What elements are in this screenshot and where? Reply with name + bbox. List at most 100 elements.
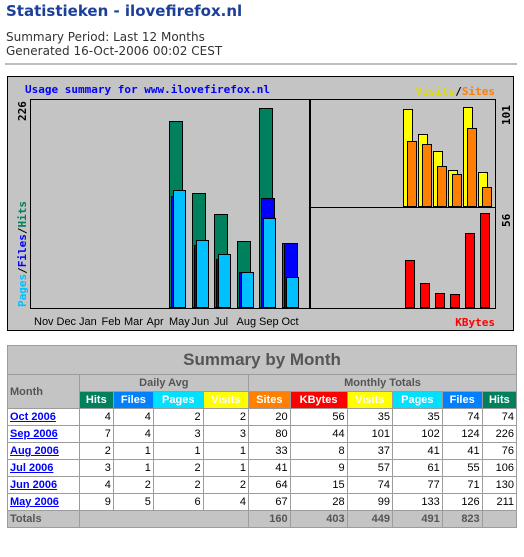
summary-period: Summary Period: Last 12 Months xyxy=(6,30,205,44)
month-tick-label: Jun xyxy=(191,316,210,328)
monthly-cell: 35 xyxy=(391,408,443,426)
monthly-cell: 80 xyxy=(248,425,291,443)
table-row: Jul 2006 3 1 2 1 41 9 57 61 55 106 xyxy=(7,459,518,477)
daily-cell: 2 xyxy=(78,442,114,460)
total-sites: 160 xyxy=(248,510,291,528)
monthly-cell: 35 xyxy=(346,408,393,426)
monthly-cell: 99 xyxy=(346,493,393,511)
monthly-cell: 133 xyxy=(391,493,443,511)
monthly-cell: 77 xyxy=(391,476,443,494)
daily-cell: 3 xyxy=(78,459,114,477)
table-row: May 2006 9 5 6 4 67 28 99 133 126 211 xyxy=(7,493,518,511)
monthly-cell: 8 xyxy=(289,442,348,460)
legend-sep: / xyxy=(455,85,462,98)
month-link-text[interactable]: Jun 2006 xyxy=(10,479,58,491)
right-top-max-label: 101 xyxy=(500,105,513,125)
month-tick-label: Nov xyxy=(34,316,54,328)
monthly-cell: 74 xyxy=(441,408,483,426)
monthly-cell: 102 xyxy=(391,425,443,443)
monthly-cell: 67 xyxy=(248,493,291,511)
visits-sites-legend: Visits/Sites xyxy=(416,85,496,98)
monthly-cell: 124 xyxy=(441,425,483,443)
monthly-cell: 15 xyxy=(289,476,348,494)
totals-label: Totals xyxy=(7,510,80,528)
monthly-cell: 37 xyxy=(346,442,393,460)
monthly-cell: 130 xyxy=(481,476,518,494)
month-header: Month xyxy=(7,374,80,409)
kb-bar xyxy=(480,213,490,308)
daily-cell: 2 xyxy=(112,476,154,494)
axis-label-pages: Pages xyxy=(16,273,29,307)
daily-cell: 2 xyxy=(152,459,204,477)
summary-title: Summary by Month xyxy=(7,345,517,375)
monthly-cell: 57 xyxy=(346,459,393,477)
visits-sites-plot xyxy=(310,99,496,208)
daily-cell: 5 xyxy=(112,493,154,511)
sites-bar xyxy=(482,187,492,207)
month-tick-label: Oct xyxy=(281,316,299,328)
col-files: Files xyxy=(112,391,154,409)
daily-cell: 7 xyxy=(78,425,114,443)
monthly-cell: 106 xyxy=(481,459,518,477)
left-max-label: 226 xyxy=(16,101,29,121)
table-row: Aug 2006 2 1 1 1 33 8 37 41 41 76 xyxy=(7,442,518,460)
monthly-cell: 55 xyxy=(441,459,483,477)
monthly-cell: 44 xyxy=(289,425,348,443)
pages-bar xyxy=(285,277,299,308)
total-files: 823 xyxy=(441,510,483,528)
sites-bar xyxy=(407,141,417,207)
sites-bar xyxy=(437,166,447,207)
kb-bar xyxy=(465,233,475,308)
monthly-cell: 9 xyxy=(289,459,348,477)
total-hits xyxy=(481,510,518,528)
month-link[interactable]: Sep 2006 xyxy=(7,425,80,443)
monthly-cell: 74 xyxy=(346,476,393,494)
col-visits-total: Visits xyxy=(346,391,393,409)
usage-graph: Usage summary for www.ilovefirefox.nl Vi… xyxy=(7,76,514,331)
daily-avg-header: Daily Avg xyxy=(78,374,250,392)
month-link-text[interactable]: Jul 2006 xyxy=(10,462,54,474)
pages-bar xyxy=(263,218,276,308)
month-link[interactable]: Oct 2006 xyxy=(7,408,80,426)
month-link-text[interactable]: Oct 2006 xyxy=(10,411,56,423)
monthly-cell: 211 xyxy=(481,493,518,511)
generated-date: Generated 16-Oct-2006 00:02 CEST xyxy=(6,44,223,58)
daily-cell: 4 xyxy=(78,476,114,494)
col-hits-total: Hits xyxy=(481,391,518,409)
month-link[interactable]: May 2006 xyxy=(7,493,80,511)
month-link[interactable]: Jul 2006 xyxy=(7,459,80,477)
month-link-text[interactable]: Aug 2006 xyxy=(10,445,59,457)
daily-cell: 1 xyxy=(202,442,250,460)
kb-bar xyxy=(420,283,430,308)
table-row: Jun 2006 4 2 2 2 64 15 74 77 71 130 xyxy=(7,476,518,494)
month-link[interactable]: Aug 2006 xyxy=(7,442,80,460)
month-tick-label: Aug xyxy=(236,316,257,328)
legend-sites: Sites xyxy=(461,85,495,98)
monthly-cell: 101 xyxy=(346,425,393,443)
monthly-cell: 74 xyxy=(481,408,518,426)
month-link-text[interactable]: May 2006 xyxy=(10,496,59,508)
col-sites: Sites xyxy=(248,391,291,409)
month-link[interactable]: Jun 2006 xyxy=(7,476,80,494)
daily-cell: 2 xyxy=(152,476,204,494)
monthly-cell: 41 xyxy=(248,459,291,477)
monthly-cell: 41 xyxy=(391,442,443,460)
daily-cell: 2 xyxy=(202,476,250,494)
month-link-text[interactable]: Sep 2006 xyxy=(10,428,58,440)
col-hits: Hits xyxy=(78,391,114,409)
daily-cell: 6 xyxy=(152,493,204,511)
col-visits: Visits xyxy=(202,391,250,409)
kb-bar xyxy=(405,260,415,308)
col-pages: Pages xyxy=(152,391,204,409)
left-axis-label: Pages/Files/Hits xyxy=(16,201,29,307)
daily-cell: 4 xyxy=(78,408,114,426)
daily-cell: 1 xyxy=(112,459,154,477)
monthly-cell: 226 xyxy=(481,425,518,443)
legend-kbytes: KBytes xyxy=(455,316,495,329)
daily-cell: 1 xyxy=(152,442,204,460)
monthly-cell: 28 xyxy=(289,493,348,511)
monthly-cell: 33 xyxy=(248,442,291,460)
month-tick-label: Jul xyxy=(214,316,229,328)
total-kbytes: 403 xyxy=(289,510,348,528)
daily-cell: 4 xyxy=(112,425,154,443)
